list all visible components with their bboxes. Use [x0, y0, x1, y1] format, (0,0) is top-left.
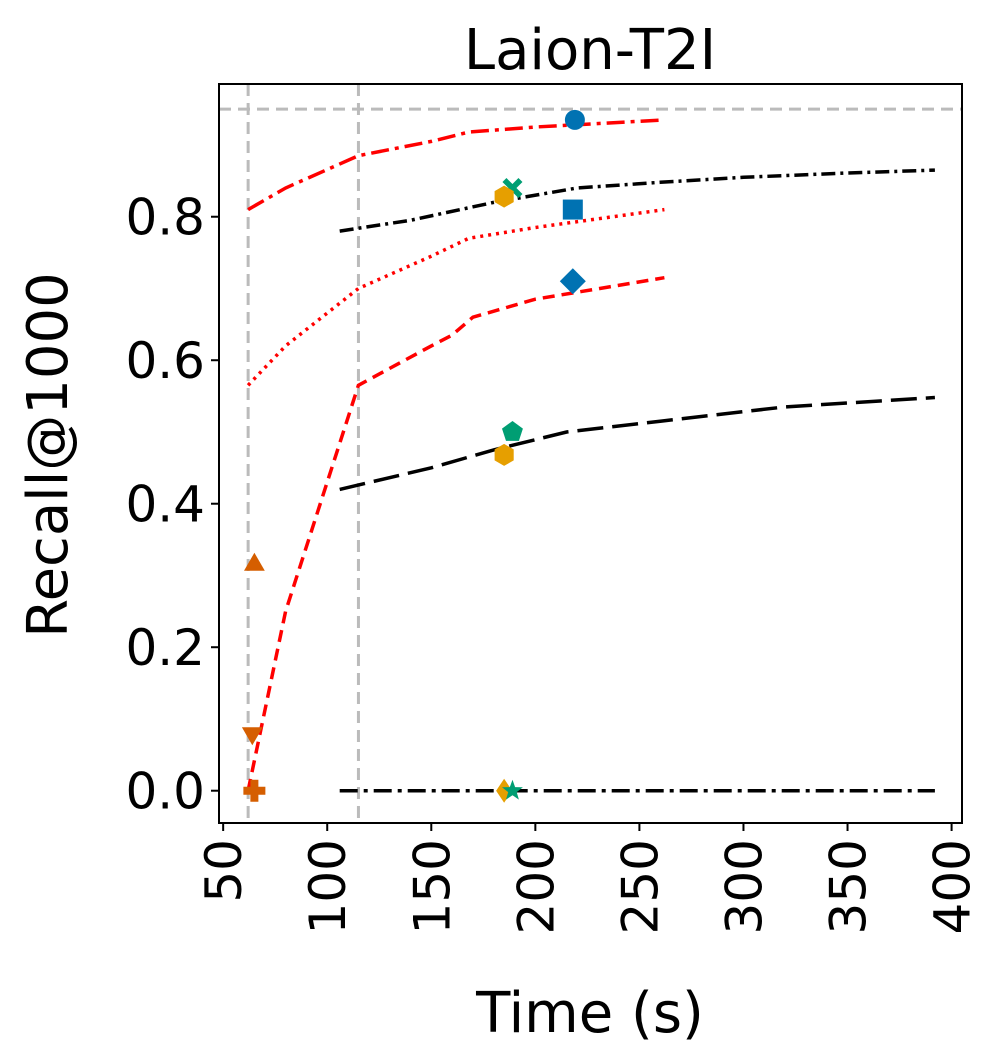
series-lines: [246, 118, 936, 793]
series-red-dashdot: [247, 118, 665, 212]
series-red-dotted: [246, 207, 665, 387]
y-tick-label-3: 0.6: [125, 332, 205, 390]
x-ticks: 50 100 150 200 250 300 350 400: [195, 823, 982, 934]
series-black-dashdot-dot: [339, 168, 935, 233]
x-tick-label-5: 300: [715, 839, 773, 934]
x-tick-label-0: 50: [195, 839, 253, 903]
marker-plus-9: [243, 779, 266, 802]
reference-lines: [219, 84, 962, 823]
series-red-dashed: [246, 275, 665, 792]
y-axis-label: Recall@1000: [16, 272, 81, 638]
x-tick-label-6: 350: [820, 839, 878, 934]
marker-circle-0: [564, 109, 585, 130]
markers: [241, 109, 586, 803]
x-axis-label: Time (s): [475, 981, 704, 1046]
marker-pentagon-5: [502, 421, 523, 441]
marker-triangle-up-7: [244, 552, 265, 571]
marker-diamond-4: [559, 268, 586, 295]
marker-hexagon-2: [494, 185, 514, 208]
x-tick-label-7: 400: [924, 839, 982, 934]
y-ticks: 0.0 0.2 0.4 0.6 0.8: [125, 189, 219, 821]
y-tick-label-2: 0.4: [125, 476, 205, 534]
chart-title: Laion-T2I: [464, 18, 716, 83]
marker-triangle-down-8: [241, 727, 263, 746]
x-tick-label-4: 250: [611, 839, 669, 934]
marker-square-3: [562, 199, 583, 220]
y-tick-label-4: 0.8: [125, 189, 205, 247]
x-tick-label-1: 100: [299, 839, 357, 934]
marker-star-11: [502, 779, 523, 800]
marker-hexagon-6: [494, 443, 514, 466]
series-black-longdash: [339, 395, 936, 492]
x-tick-label-2: 150: [403, 839, 461, 934]
y-tick-label-0: 0.0: [125, 763, 205, 821]
x-tick-label-3: 200: [507, 839, 565, 934]
y-tick-label-1: 0.2: [125, 619, 205, 677]
plot-frame: [218, 83, 963, 824]
